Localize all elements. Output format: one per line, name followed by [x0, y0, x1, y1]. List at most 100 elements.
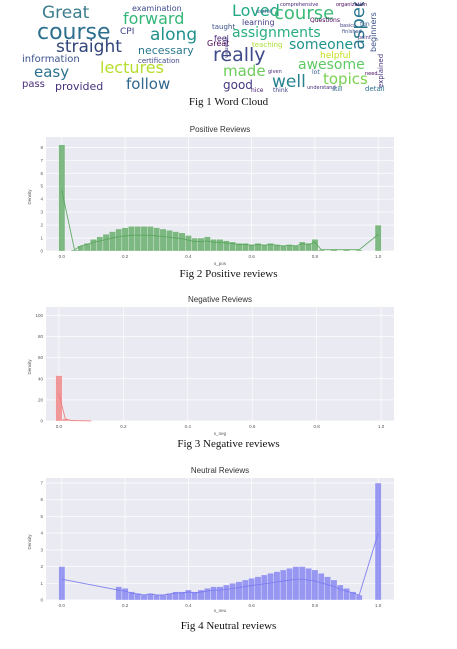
wc-word: Great [207, 39, 230, 48]
histogram-bar [273, 571, 281, 601]
wc-word: pass [22, 79, 45, 90]
histogram-bar [260, 574, 268, 601]
y-tick-label: 4 [40, 197, 43, 202]
y-tick-label: 40 [38, 376, 44, 381]
x-tick-label: 0.6 [249, 254, 256, 259]
wc-word: information [22, 54, 80, 65]
wc-word: forward [123, 9, 185, 28]
wc-word: course [274, 3, 335, 24]
chart-plot-area: 0 1 2 3 4 5 6 7 0.0 0.2 0.4 0.6 0.8 1.0 [40, 478, 394, 608]
histogram-bar [311, 239, 319, 252]
figure-caption: Fig 1 Word Cloud [188, 96, 269, 108]
wc-word: someone [289, 37, 354, 53]
histogram-bar [355, 594, 363, 601]
density-curve [61, 533, 379, 596]
wc-word: need [365, 71, 378, 77]
histogram-bar [159, 228, 167, 252]
histogram-bar [128, 226, 135, 252]
chart-plot-area: 0 20 40 60 80 100 0.0 0.2 0.4 0.6 0.8 1.0 [35, 307, 394, 429]
histogram-bar [223, 584, 230, 601]
histogram-bar [223, 240, 230, 252]
histogram-bar [77, 245, 85, 252]
y-tick-label: 100 [35, 313, 43, 318]
wc-word: provided [55, 80, 104, 93]
histogram-bar [96, 236, 104, 252]
x-tick-label: 0.6 [249, 424, 256, 429]
chart-title: Positive Reviews [190, 125, 250, 134]
x-tick-label: 0.4 [185, 254, 192, 259]
x-tick-label: 0.6 [249, 603, 256, 608]
y-tick-label: 5 [40, 184, 43, 189]
wc-word: Great [42, 3, 90, 23]
y-tick-label: 5 [40, 514, 43, 519]
x-tick-label: 1.0 [375, 254, 382, 259]
histogram-bar [235, 581, 243, 601]
wc-word: helpful [320, 51, 351, 61]
wc-word: taught [212, 23, 236, 31]
histogram-bar [159, 594, 167, 601]
y-tick-label: 7 [40, 158, 43, 163]
wc-word: valuable [224, 36, 230, 58]
histogram-bar [115, 228, 123, 252]
histogram-bar [197, 237, 205, 252]
x-tick-label: 0.0 [59, 603, 66, 608]
wc-word: detail [365, 85, 385, 93]
wc-word: lectures [100, 58, 164, 77]
chart-title: Neutral Reviews [191, 466, 249, 475]
wc-word: Questions [310, 17, 340, 24]
histogram-bar [178, 232, 186, 252]
x-tick-label: 0.8 [312, 603, 319, 608]
wc-word: straight [56, 37, 122, 57]
figure-caption: Fig 4 Neutral reviews [180, 620, 277, 632]
wc-word: comprehensive [280, 2, 319, 8]
y-tick-label: 3 [40, 210, 43, 215]
y-tick-label: 1 [40, 236, 43, 241]
wc-word: topics [323, 70, 368, 88]
wc-word: still [332, 86, 343, 93]
density-curve [61, 190, 379, 251]
x-tick-label: 0.8 [312, 254, 319, 259]
wc-word: explained [377, 53, 385, 88]
y-axis-label: Density [27, 189, 32, 205]
chart-plot-area: 0 1 2 3 4 5 6 7 8 0.0 0.2 0.4 0.6 0.8 1.0 [40, 137, 394, 259]
figure-caption: Fig 2 Positive reviews [179, 268, 278, 280]
histogram-bar [317, 573, 325, 601]
y-tick-label: 0 [40, 598, 43, 603]
x-axis-label: s_neu [214, 608, 227, 613]
wc-word: well [272, 72, 306, 92]
wc-word: organization [336, 2, 368, 8]
x-tick-label: 0.0 [56, 424, 63, 429]
histogram-bar [336, 584, 344, 601]
wc-word: basics [340, 23, 356, 29]
histogram-bar [204, 588, 211, 601]
histogram-bar [298, 566, 306, 601]
x-tick-label: 1.0 [375, 603, 382, 608]
x-tick-label: 0.2 [122, 603, 129, 608]
histogram-bar [330, 579, 338, 601]
wc-word: finished [342, 29, 362, 35]
wc-word: Loved [232, 2, 280, 20]
x-tick-label: 0.2 [122, 254, 129, 259]
histogram-bar [305, 568, 312, 601]
x-tick-label: 0.0 [59, 254, 66, 259]
histogram-bar [241, 579, 249, 601]
wc-word: understand [307, 85, 336, 91]
word-cloud: Great course forward along straight nece… [20, 2, 392, 94]
wc-word: CPI [120, 27, 135, 37]
histogram-bar [216, 586, 224, 601]
histogram-bar [185, 589, 192, 601]
wc-word: awesome [298, 57, 365, 73]
y-tick-label: 0 [40, 249, 43, 254]
wc-word: feel [214, 34, 229, 43]
histogram-bar [140, 226, 148, 252]
y-tick-label: 2 [40, 223, 43, 228]
histogram-bar [216, 239, 224, 252]
x-tick-label: 0.2 [120, 424, 127, 429]
histogram-bar [55, 375, 63, 422]
y-tick-label: 4 [40, 531, 43, 536]
histogram-bar [324, 576, 331, 601]
y-axis-label: Density [27, 534, 32, 550]
y-tick-label: 80 [38, 334, 44, 339]
y-axis-label: Density [27, 359, 32, 375]
wc-word: easy [34, 63, 70, 81]
